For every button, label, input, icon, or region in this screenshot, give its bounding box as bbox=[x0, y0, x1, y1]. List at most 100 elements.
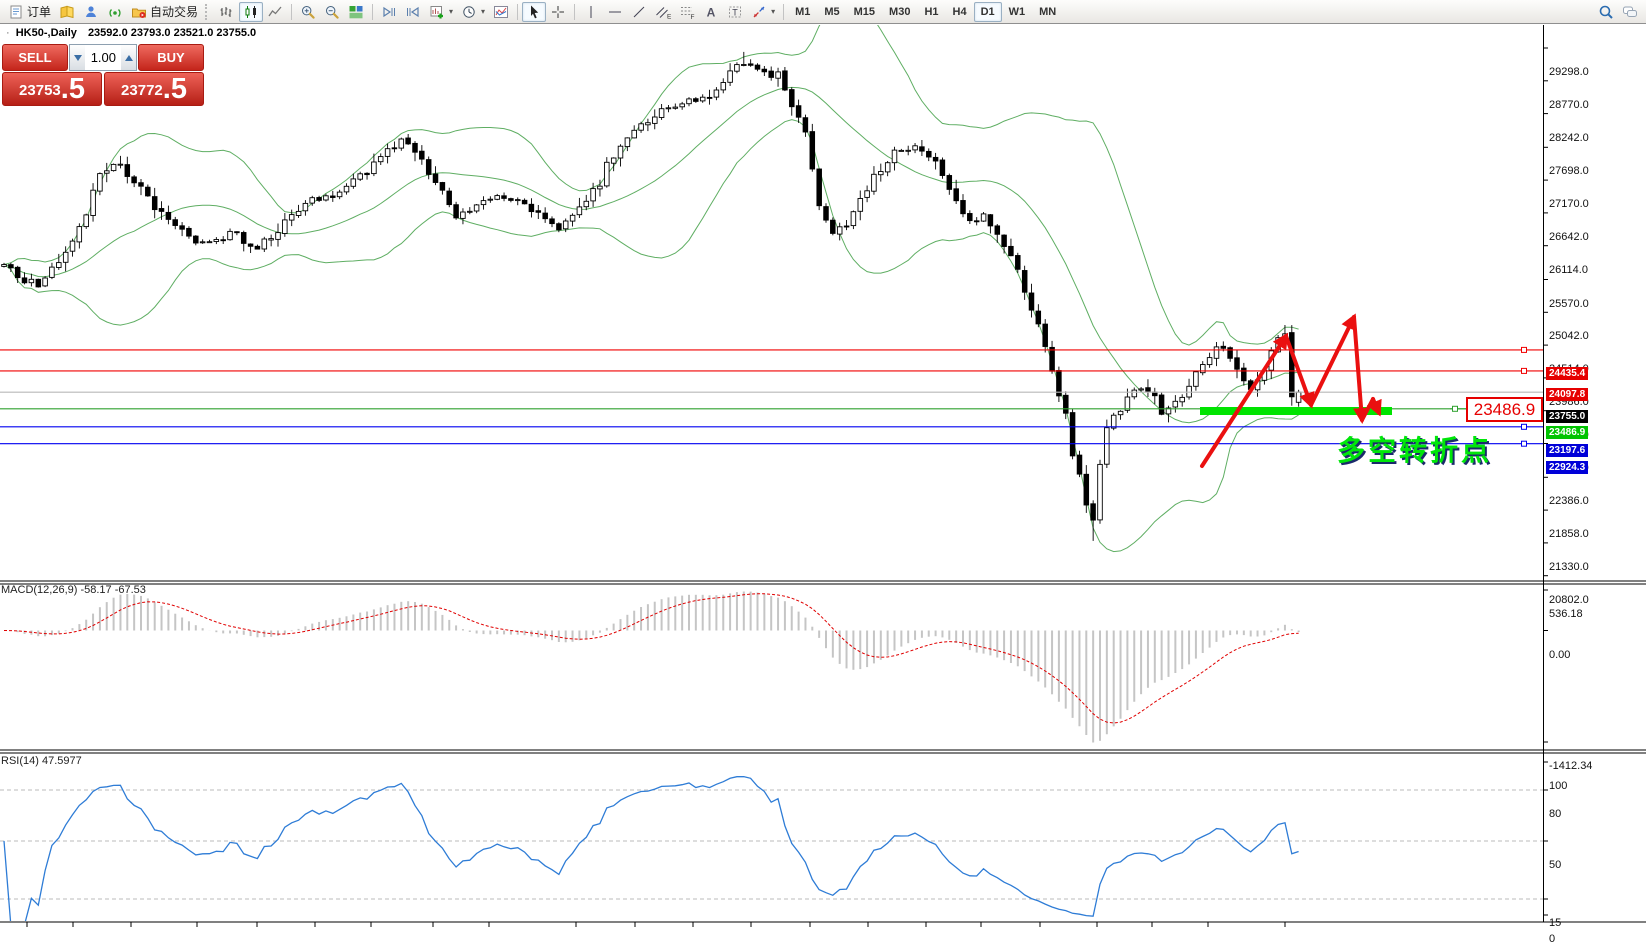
dropdown-caret: ▾ bbox=[449, 7, 454, 16]
buy-price-button[interactable]: 23772 .5 bbox=[104, 72, 204, 106]
sell-button[interactable]: SELL bbox=[2, 44, 68, 71]
tile-windows-button[interactable] bbox=[344, 2, 368, 22]
timeframe-button-m1[interactable]: M1 bbox=[788, 2, 817, 22]
search-button[interactable] bbox=[1594, 2, 1618, 22]
toolbar-right bbox=[1594, 2, 1642, 22]
candlestick-chart-icon bbox=[245, 5, 257, 18]
horizontal-line-icon bbox=[609, 11, 622, 12]
vertical-line-button[interactable] bbox=[579, 2, 603, 22]
candlestick-chart-button[interactable] bbox=[239, 1, 264, 22]
indicators-button[interactable] bbox=[489, 2, 513, 22]
sell-price-pips: .5 bbox=[60, 73, 85, 105]
signals-button[interactable] bbox=[103, 2, 127, 22]
horizontal-line-button[interactable] bbox=[603, 2, 627, 22]
history-center-button[interactable] bbox=[55, 2, 79, 22]
line-chart-icon bbox=[268, 6, 282, 16]
toolbar-separator bbox=[291, 3, 293, 20]
fibonacci-icon: F bbox=[681, 6, 695, 20]
toolbar: 订单 自动交易 bbox=[0, 0, 1646, 24]
autotrading-label: 自动交易 bbox=[150, 5, 199, 19]
toolbar-grip bbox=[205, 3, 210, 20]
vertical-line-icon bbox=[590, 5, 592, 18]
search-icon bbox=[1599, 5, 1613, 19]
cursor-button[interactable] bbox=[522, 1, 547, 22]
new-order-button[interactable]: 订单 bbox=[4, 2, 55, 22]
dropdown-caret: ▾ bbox=[771, 7, 776, 16]
bar-chart-button[interactable] bbox=[215, 2, 239, 22]
buy-price: 23772 bbox=[121, 82, 163, 99]
dropdown-caret: ▾ bbox=[481, 7, 486, 16]
crosshair-button[interactable] bbox=[546, 2, 570, 22]
community-button[interactable] bbox=[79, 2, 103, 22]
autoscroll-button[interactable] bbox=[377, 2, 401, 22]
line-chart-button[interactable] bbox=[263, 2, 287, 22]
community-icon bbox=[86, 5, 97, 17]
cursor-icon bbox=[531, 5, 539, 18]
timeframe-button-w1[interactable]: W1 bbox=[1002, 2, 1033, 22]
autotrading-button[interactable]: 自动交易 bbox=[127, 2, 202, 22]
zoom-in-button[interactable] bbox=[296, 2, 320, 22]
timeframe-button-m5[interactable]: M5 bbox=[817, 2, 846, 22]
periods-clock-icon bbox=[463, 5, 475, 18]
volume-increase-button[interactable] bbox=[121, 45, 136, 70]
price-chart[interactable] bbox=[0, 24, 1646, 947]
timeframe-button-d1[interactable]: D1 bbox=[973, 1, 1002, 22]
trendline-icon bbox=[633, 6, 645, 17]
macd-indicator-label: MACD(12,26,9) -58.17 -67.53 bbox=[1, 584, 146, 596]
history-center-icon bbox=[60, 5, 74, 18]
new-order-label: 订单 bbox=[27, 5, 52, 19]
chart-shift-button[interactable] bbox=[401, 2, 425, 22]
timeframe-button-mn[interactable]: MN bbox=[1032, 2, 1063, 22]
toolbar-separator bbox=[372, 3, 374, 20]
trendline-button[interactable] bbox=[627, 2, 651, 22]
toolbar-separator bbox=[783, 3, 785, 20]
sell-price-button[interactable]: 23753 .5 bbox=[2, 72, 102, 106]
timeframe-button-h1[interactable]: H1 bbox=[917, 2, 945, 22]
autotrade-icon bbox=[132, 8, 147, 18]
arrows-icon bbox=[753, 6, 765, 17]
timeframe-button-m15[interactable]: M15 bbox=[847, 2, 882, 22]
autoscroll-icon bbox=[383, 6, 396, 17]
periods-button[interactable]: ▾ bbox=[457, 2, 489, 22]
price-callout-box[interactable]: 23486.9 bbox=[1466, 397, 1543, 422]
timeframe-button-h4[interactable]: H4 bbox=[946, 2, 974, 22]
one-click-trade-panel: SELL 1.00 BUY 23753 .5 23772 .5 bbox=[2, 44, 204, 106]
turning-point-annotation: 多空转折点 bbox=[1337, 435, 1493, 466]
svg-text:E: E bbox=[667, 13, 671, 20]
crosshair-icon bbox=[552, 5, 565, 18]
text-button[interactable]: A bbox=[699, 2, 723, 22]
chat-button[interactable] bbox=[1618, 2, 1642, 22]
chart-title: · HK50-,Daily 23592.0 23793.0 23521.0 23… bbox=[6, 27, 256, 39]
equidistant-channel-button[interactable]: E bbox=[651, 2, 675, 22]
chart-title-bullet: · bbox=[6, 27, 10, 39]
bar-chart-icon bbox=[220, 6, 232, 17]
volume-decrease-button[interactable] bbox=[70, 45, 85, 70]
toolbar-separator bbox=[574, 3, 576, 20]
indicators-icon bbox=[494, 5, 509, 18]
fibonacci-button[interactable]: F bbox=[675, 2, 699, 22]
new-chart-icon bbox=[430, 5, 444, 18]
rsi-indicator-label: RSI(14) 47.5977 bbox=[1, 755, 82, 767]
chart-shift-icon bbox=[407, 6, 419, 17]
chart-ohlc: 23592.0 23793.0 23521.0 23755.0 bbox=[87, 27, 257, 39]
channel-icon: E bbox=[656, 6, 671, 20]
new-chart-button[interactable]: ▾ bbox=[425, 2, 457, 22]
buy-button[interactable]: BUY bbox=[138, 44, 204, 71]
sell-price: 23753 bbox=[19, 82, 61, 99]
text-icon: A bbox=[707, 5, 716, 19]
arrows-button[interactable]: ▾ bbox=[747, 2, 779, 22]
volume-stepper: 1.00 bbox=[69, 44, 137, 71]
chat-icon bbox=[1623, 6, 1637, 17]
new-order-icon bbox=[10, 5, 22, 18]
buy-label: BUY bbox=[157, 50, 185, 65]
zoom-out-icon bbox=[326, 5, 339, 19]
text-label-icon: T bbox=[729, 6, 742, 17]
timeframe-button-m30[interactable]: M30 bbox=[882, 2, 917, 22]
text-label-button[interactable]: T bbox=[723, 2, 747, 22]
svg-text:T: T bbox=[732, 7, 738, 17]
zoom-in-icon bbox=[302, 5, 315, 19]
timeframe-group: M1 M5 M15 M30 H1 H4 D1 W1 MN bbox=[788, 1, 1063, 22]
volume-value[interactable]: 1.00 bbox=[90, 50, 116, 65]
zoom-out-button[interactable] bbox=[320, 2, 344, 22]
